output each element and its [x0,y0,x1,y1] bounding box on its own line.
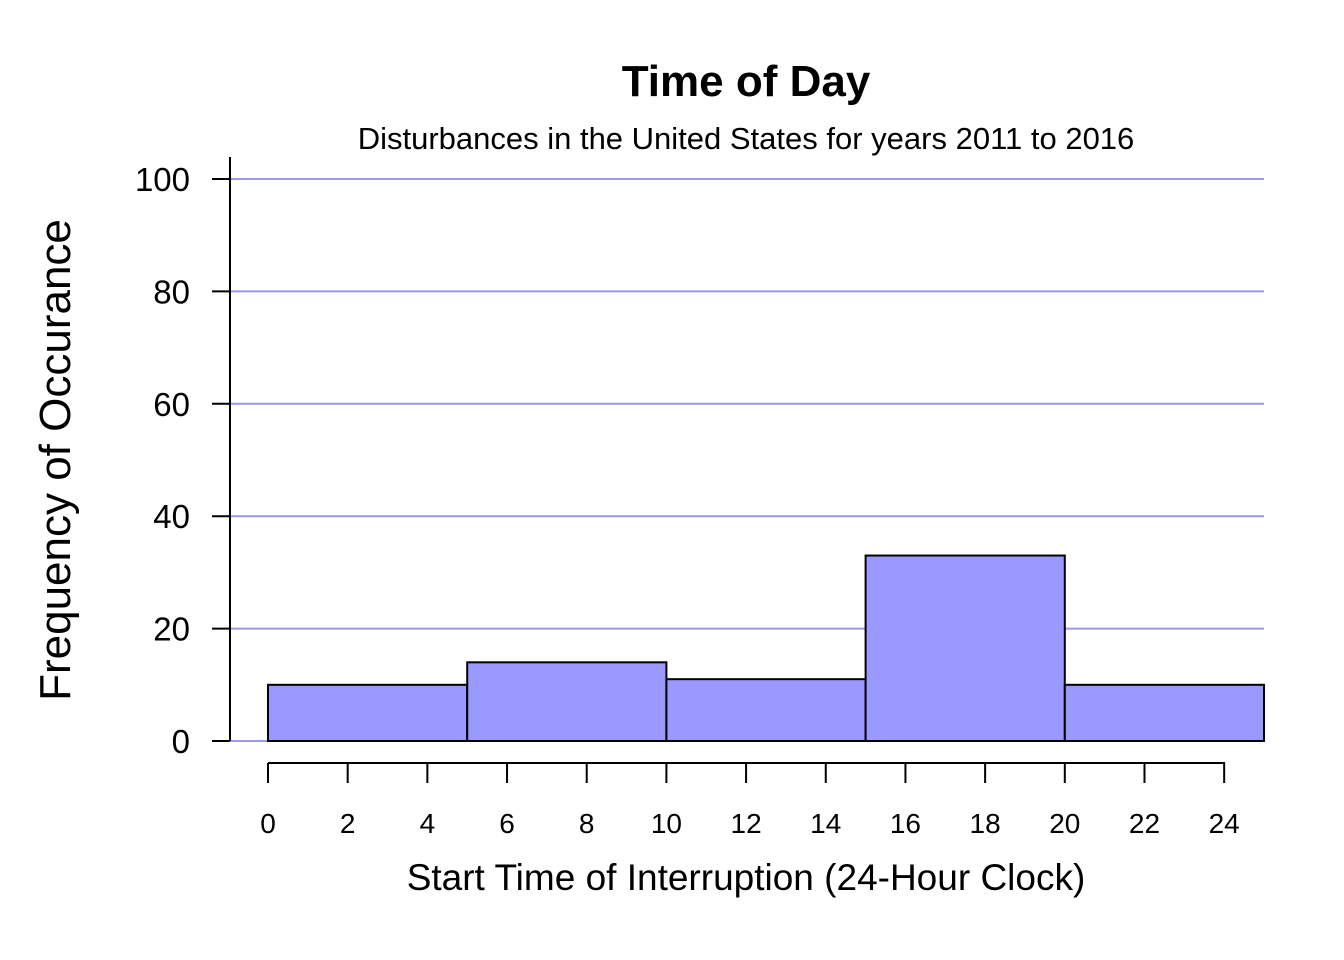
x-tick-label-5: 10 [651,808,682,839]
bar-0-5 [267,683,469,742]
x-tick-label-9: 18 [970,808,1001,839]
y-tick-label-2: 40 [153,498,190,535]
x-tick-label-0: 0 [260,808,276,839]
y-tick-label-3: 60 [153,386,190,423]
x-tick-label-1: 2 [340,808,356,839]
x-tick-label-2: 4 [420,808,436,839]
bar-5-10 [466,661,668,743]
x-tick-label-3: 6 [499,808,515,839]
y-tick-label-0: 0 [172,723,190,760]
bar-20-25 [1063,683,1266,742]
x-tick-label-7: 14 [810,808,841,839]
y-axis: 0 20 40 60 80 100 [135,161,230,760]
x-tick-label-12: 24 [1209,808,1240,839]
gridlines [230,178,1264,742]
x-axis-label: Start Time of Interruption (24-Hour Cloc… [407,857,1086,898]
bar-10-15 [665,678,867,742]
bar-15-20 [864,554,1066,742]
y-axis-label: Frequency of Occurance [31,219,80,701]
y-tick-label-5: 100 [135,161,190,198]
x-tick-label-6: 12 [731,808,762,839]
histogram-bars [267,554,1266,743]
chart-subtitle: Disturbances in the United States for ye… [358,121,1135,156]
x-tick-label-11: 22 [1129,808,1160,839]
x-tick-label-10: 20 [1049,808,1080,839]
x-axis: 0 2 4 6 8 10 12 14 16 18 20 22 24 [260,763,1240,839]
x-tick-label-8: 16 [890,808,921,839]
x-tick-label-4: 8 [579,808,595,839]
y-tick-label-4: 80 [153,273,190,310]
y-tick-label-1: 20 [153,611,190,648]
chart-title: Time of Day [622,57,871,106]
